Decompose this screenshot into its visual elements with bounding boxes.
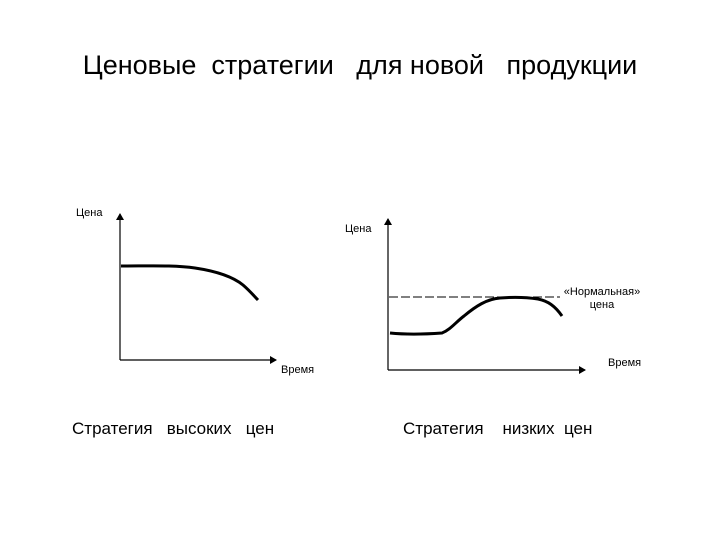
left-price-curve <box>120 264 260 302</box>
normal-price-label: «Нормальная» цена <box>556 286 648 312</box>
left-caption: Стратегия высоких цен <box>72 419 275 438</box>
right-y-axis-label: Цена <box>345 223 372 235</box>
normal-price-label-line2: цена <box>589 299 615 311</box>
slide-title: Ценовые стратегии для новой продукции <box>82 50 638 80</box>
right-caption: Стратегия низких цен <box>403 419 593 438</box>
left-x-axis-label: Время <box>281 364 315 376</box>
right-price-curve <box>389 295 564 336</box>
right-x-axis-label: Время <box>608 357 642 369</box>
left-y-axis-label: Цена <box>76 207 103 219</box>
normal-price-label-line1: «Нормальная» <box>563 286 641 298</box>
